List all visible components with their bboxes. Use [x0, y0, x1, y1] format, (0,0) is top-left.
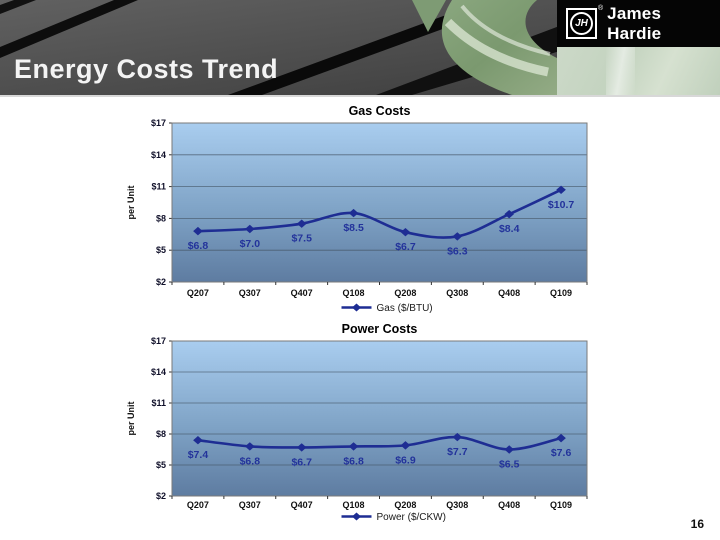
- power-costs-chart-svg: $2 $5 $8 $11 $14 $17 Q207 Q307 Q407 Q108 Q208 Q308 Q…: [126, 322, 588, 523]
- data-label: $6.8: [240, 455, 261, 467]
- x-tick-label: Q408: [498, 288, 520, 298]
- x-tick-label: Q109: [550, 500, 572, 510]
- data-label: $7.5: [291, 233, 312, 245]
- data-label: $8.4: [499, 223, 520, 235]
- data-point-marker: [296, 219, 307, 228]
- y-tick-label: $11: [151, 398, 166, 408]
- x-tick-label: Q207: [187, 288, 209, 298]
- diagonal-stripe: [0, 0, 36, 14]
- data-label: $6.8: [343, 455, 364, 467]
- x-tick-label: Q407: [291, 288, 313, 298]
- power-costs-chart: $2 $5 $8 $11 $14 $17 Q207 Q307 Q407 Q108 Q208 Q308 Q…: [125, 322, 595, 528]
- y-tick-label: $8: [156, 213, 166, 223]
- y-tick-label: $14: [151, 150, 166, 160]
- x-tick-label: Q308: [446, 500, 468, 510]
- slide-title: Energy Costs Trend: [14, 54, 279, 84]
- data-point-marker: [296, 443, 307, 452]
- data-label: $7.0: [240, 238, 261, 250]
- data-point-marker: [348, 442, 359, 451]
- data-label: $7.4: [188, 449, 209, 461]
- jh-monogram-icon: JH: [566, 8, 597, 39]
- legend-label: Gas ($/BTU): [377, 303, 433, 314]
- data-point-marker: [504, 445, 514, 454]
- x-tick-label: Q109: [550, 288, 572, 298]
- y-axis-title: per Unit: [126, 185, 136, 219]
- data-label: $7.6: [551, 447, 572, 459]
- data-point-marker: [504, 209, 514, 219]
- data-point-marker: [452, 232, 463, 241]
- chart-title: Gas Costs: [349, 104, 411, 118]
- data-label: $6.3: [447, 245, 468, 257]
- x-tick-label: Q208: [394, 288, 416, 298]
- x-tick-label: Q408: [498, 500, 520, 510]
- x-tick-label: Q208: [394, 500, 416, 510]
- brand-logo: JH ® James Hardie: [557, 0, 720, 47]
- data-label: $10.7: [548, 199, 574, 211]
- registered-mark: ®: [598, 5, 604, 12]
- data-label: $7.7: [447, 446, 468, 458]
- page-number: 16: [690, 517, 704, 531]
- data-label: $8.5: [343, 222, 364, 234]
- x-tick-label: Q207: [187, 500, 209, 510]
- data-point-marker: [193, 436, 203, 445]
- leaf-panel: [557, 47, 720, 95]
- data-label: $6.9: [395, 454, 416, 466]
- data-label: $6.8: [188, 240, 209, 252]
- data-point-marker: [452, 432, 463, 442]
- leaf-tip: [412, 0, 446, 32]
- y-tick-label: $2: [156, 491, 166, 501]
- chart-title: Power Costs: [342, 322, 418, 336]
- plot-area: [172, 341, 587, 496]
- x-tick-label: Q108: [343, 288, 365, 298]
- legend-marker-icon: [352, 303, 361, 312]
- diagonal-stripe: [0, 0, 138, 58]
- data-label: $6.7: [291, 456, 312, 468]
- leaf-highlight: [444, 18, 549, 77]
- x-tick-label: Q308: [446, 288, 468, 298]
- header: JH ® James Hardie Energy Costs Trend: [0, 0, 720, 97]
- data-label: $6.5: [499, 459, 520, 471]
- y-axis-title: per Unit: [126, 401, 136, 435]
- data-point-marker: [245, 442, 255, 451]
- gas-costs-chart-svg: $2 $5 $8 $11 $14 $17 Q207 Q307 Q407 Q108 Q208 Q308 Q…: [126, 104, 588, 314]
- y-tick-label: $8: [156, 429, 166, 439]
- data-point-marker: [193, 226, 203, 236]
- legend-marker-icon: [352, 512, 361, 521]
- x-tick-label: Q307: [239, 500, 261, 510]
- plot-area: [172, 123, 587, 282]
- gas-costs-chart: $2 $5 $8 $11 $14 $17 Q207 Q307 Q407 Q108 Q208 Q308 Q…: [125, 100, 595, 318]
- y-tick-label: $17: [151, 336, 166, 346]
- x-tick-label: Q407: [291, 500, 313, 510]
- data-label: $6.7: [395, 241, 416, 253]
- x-tick-label: Q307: [239, 288, 261, 298]
- data-point-marker: [348, 208, 359, 218]
- y-tick-label: $5: [156, 245, 166, 255]
- y-tick-label: $2: [156, 277, 166, 287]
- jh-monogram-text: JH: [570, 12, 593, 35]
- leaf-highlight: [460, 4, 551, 56]
- legend-label: Power ($/CKW): [377, 512, 446, 523]
- y-tick-label: $14: [151, 367, 166, 377]
- x-tick-label: Q108: [343, 500, 365, 510]
- y-tick-label: $5: [156, 460, 166, 470]
- brand-name: James Hardie: [607, 3, 662, 43]
- y-tick-label: $17: [151, 118, 166, 128]
- data-point-marker: [400, 227, 411, 237]
- y-tick-label: $11: [151, 182, 166, 192]
- data-point-marker: [400, 441, 411, 450]
